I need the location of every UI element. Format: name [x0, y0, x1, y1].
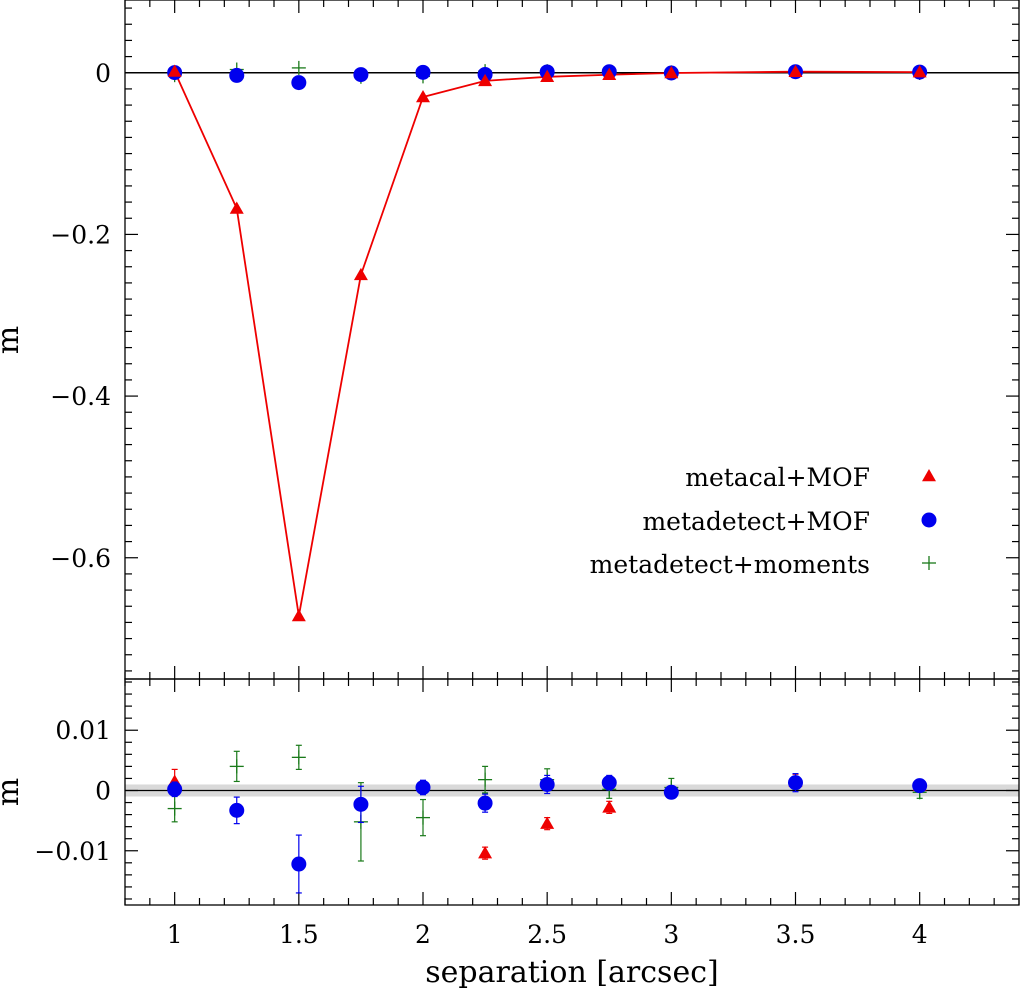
top-panel-frame: [124, 0, 1020, 680]
bottom-point-metadetect-mof-5: [477, 795, 493, 811]
bottom-point-metadetect-mof-8: [663, 784, 679, 800]
bottom-point-metadetect-mof-3: [353, 796, 369, 812]
bottom-y-axis-title: m: [0, 778, 26, 806]
bottom-point-metadetect-moments-5: [478, 772, 493, 787]
top-point-metacal-mof-4: [416, 90, 430, 103]
bottom-point-metadetect-mof-9: [788, 775, 803, 791]
x-tick-label-3: 3: [663, 920, 679, 949]
bottom-point-metadetect-mof-1: [229, 802, 245, 818]
top-point-metacal-mof-1: [229, 201, 244, 214]
bottom-point-metadetect-moments-4: [416, 810, 430, 825]
legend-label-metadetect-moments: metadetect+moments: [590, 550, 870, 579]
bottom-point-metacal-mof-1: [478, 846, 493, 859]
top-series: [167, 60, 928, 622]
top-point-metacal-mof-7: [602, 67, 617, 81]
top-point-metacal-mof-5: [478, 73, 493, 87]
top-point-metadetect-moments-2: [291, 60, 306, 75]
x-tick-label-1.5: 1.5: [279, 920, 319, 949]
legend-label-metacal-mof: metacal+MOF: [685, 463, 870, 492]
top-point-metacal-mof-3: [353, 267, 368, 281]
x-tick-label-3.5: 3.5: [776, 920, 816, 949]
bottom-point-metadetect-mof-0: [167, 781, 183, 797]
bottom-point-metadetect-moments-0: [167, 801, 182, 816]
top-point-metadetect-mof-4: [415, 64, 431, 80]
top-y-tick-label-1: −0.2: [50, 220, 111, 249]
top-y-axis-title: m: [0, 326, 26, 354]
bottom-shaded-band: [125, 784, 1019, 797]
x-tick-label-2.5: 2.5: [527, 920, 567, 949]
bottom-point-metadetect-mof-2: [291, 856, 307, 872]
legend-label-metadetect-mof: metadetect+MOF: [642, 507, 870, 536]
top-point-metacal-mof-9: [788, 64, 803, 77]
bottom-y-tick-label-0: 0.01: [55, 716, 111, 745]
top-point-metadetect-mof-2: [291, 75, 307, 91]
top-point-metacal-mof-10: [912, 65, 927, 78]
bottom-point-metacal-mof-2: [540, 816, 555, 829]
bottom-series: [167, 744, 928, 894]
bottom-point-metadetect-mof-7: [601, 775, 617, 791]
bottom-point-metadetect-moments-1: [229, 759, 244, 774]
x-tick-label-1: 1: [167, 920, 183, 949]
top-point-metadetect-mof-1: [229, 67, 245, 83]
bottom-point-metadetect-mof-6: [539, 776, 555, 792]
legend-marker-metadetect-mof: [921, 512, 937, 528]
x-axis-title: separation [arcsec]: [425, 955, 718, 990]
legend-marker-metadetect-moments: [922, 556, 936, 570]
x-tick-label-2: 2: [415, 920, 431, 949]
top-y-tick-label-2: −0.4: [50, 382, 111, 411]
top-point-metadetect-mof-3: [353, 67, 369, 83]
x-tick-label-4: 4: [912, 920, 928, 949]
top-point-metacal-mof-2: [291, 608, 306, 622]
bottom-point-metadetect-mof-10: [912, 778, 928, 794]
bottom-point-metacal-mof-3: [602, 800, 617, 813]
bottom-ticks: 1 1.5 2 2.5 3 3.5 4 0.01 0 −0.01: [34, 679, 1020, 949]
bottom-y-tick-label-1: 0: [95, 776, 111, 805]
bottom-point-metadetect-moments-2: [291, 750, 306, 765]
bottom-point-metadetect-mof-4: [415, 779, 431, 795]
bottom-panel: 1 1.5 2 2.5 3 3.5 4 0.01 0 −0.01 m separation [ar…: [0, 678, 1020, 990]
top-panel: 0 −0.2 −0.4 −0.6 m metacal+MOF metadetect+MO…: [0, 0, 1020, 680]
top-point-metacal-mof-6: [540, 69, 555, 83]
legend: metacal+MOF metadetect+MOF metadetect+mome…: [590, 463, 937, 579]
top-ticks: 0 −0.2 −0.4 −0.6: [50, 0, 1020, 679]
top-y-tick-label-3: −0.6: [50, 544, 111, 573]
bottom-y-tick-label-2: −0.01: [34, 837, 111, 866]
top-y-tick-label-0: 0: [95, 59, 111, 88]
top-point-metacal-mof-8: [664, 65, 679, 79]
legend-marker-metacal-mof: [922, 469, 936, 482]
top-point-metacal-mof-0: [167, 64, 182, 77]
